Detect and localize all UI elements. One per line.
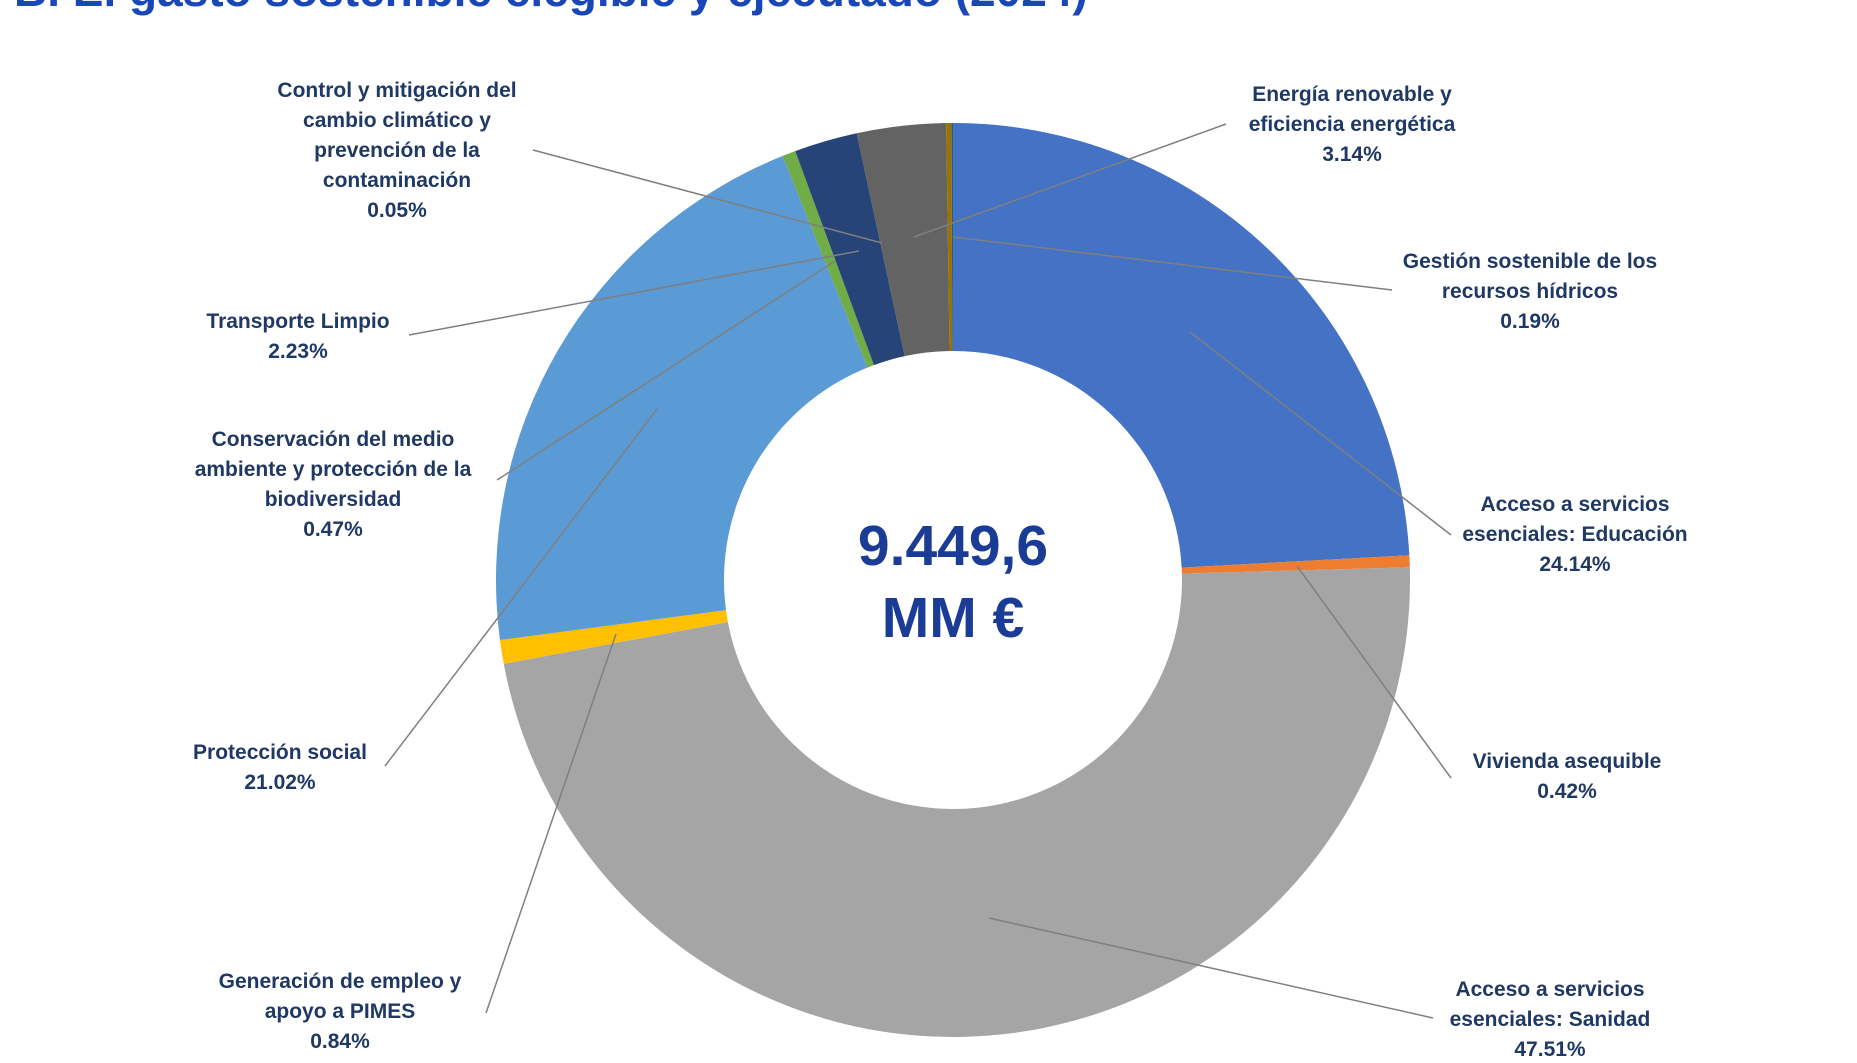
category-label: Transporte Limpio (206, 310, 390, 333)
slice-label: Gestión sostenible de los recursos hídri… (1380, 247, 1680, 337)
slice-label: Control y mitigación del cambio climátic… (247, 76, 547, 226)
slice-label: Vivienda asequible 0.42% (1417, 747, 1717, 807)
leader-line (952, 236, 1393, 291)
donut-slice (953, 123, 1410, 568)
category-label: Acceso a servicios esenciales: Educación (1462, 493, 1688, 546)
donut-slice (496, 155, 868, 641)
leader-line (408, 250, 860, 336)
leader-line (384, 408, 658, 767)
value-label: 0.05% (367, 199, 427, 222)
value-label: 21.02% (244, 771, 316, 794)
chart-title: B. El gasto sostenible elegible y ejecut… (14, 0, 1088, 16)
donut-slice (856, 123, 950, 357)
slice-label: Transporte Limpio 2.23% (148, 307, 448, 367)
category-label: Gestión sostenible de los recursos hídri… (1402, 250, 1658, 303)
donut-slice (782, 151, 874, 368)
category-label: Generación de empleo y apoyo a PIMES (218, 970, 462, 1023)
value-label: 0.19% (1500, 310, 1560, 333)
donut-slice (1181, 555, 1410, 574)
slice-label: Acceso a servicios esenciales: Sanidad 47… (1400, 975, 1700, 1063)
value-label: 0.84% (310, 1030, 370, 1053)
slice-label: Acceso a servicios esenciales: Educación… (1425, 490, 1725, 580)
category-label: Vivienda asequible (1472, 750, 1662, 773)
value-label: 24.14% (1539, 553, 1611, 576)
category-label: Control y mitigación del cambio climátic… (277, 79, 517, 192)
value-label: 47.51% (1514, 1038, 1586, 1061)
donut-slice (946, 123, 953, 352)
leader-line (1189, 331, 1452, 536)
leader-line (913, 123, 1227, 238)
donut-slice (499, 610, 728, 664)
leader-line (496, 260, 836, 481)
leader-line (988, 917, 1434, 1019)
donut-slice (951, 123, 953, 352)
slice-label: Protección social 21.02% (130, 738, 430, 798)
slice-label: Energía renovable y eficiencia energétic… (1202, 80, 1502, 170)
center-text: MM € (882, 586, 1025, 650)
value-label: 2.23% (268, 340, 328, 363)
donut-slice (503, 567, 1410, 1037)
center-text: 9.449,6 (858, 514, 1048, 578)
value-label: 0.47% (303, 518, 363, 541)
value-label: 3.14% (1322, 143, 1382, 166)
value-label: 0.42% (1537, 780, 1597, 803)
leader-line (1296, 565, 1452, 779)
slice-label: Conservación del medio ambiente y protec… (183, 425, 483, 545)
category-label: Energía renovable y eficiencia energétic… (1248, 83, 1456, 136)
category-label: Conservación del medio ambiente y protec… (194, 428, 472, 511)
category-label: Protección social (193, 741, 367, 764)
donut-slice (795, 133, 905, 366)
category-label: Acceso a servicios esenciales: Sanidad (1449, 978, 1651, 1031)
leader-line (532, 149, 883, 244)
leader-line (485, 633, 617, 1014)
slice-label: Generación de empleo y apoyo a PIMES 0.84… (190, 967, 490, 1057)
